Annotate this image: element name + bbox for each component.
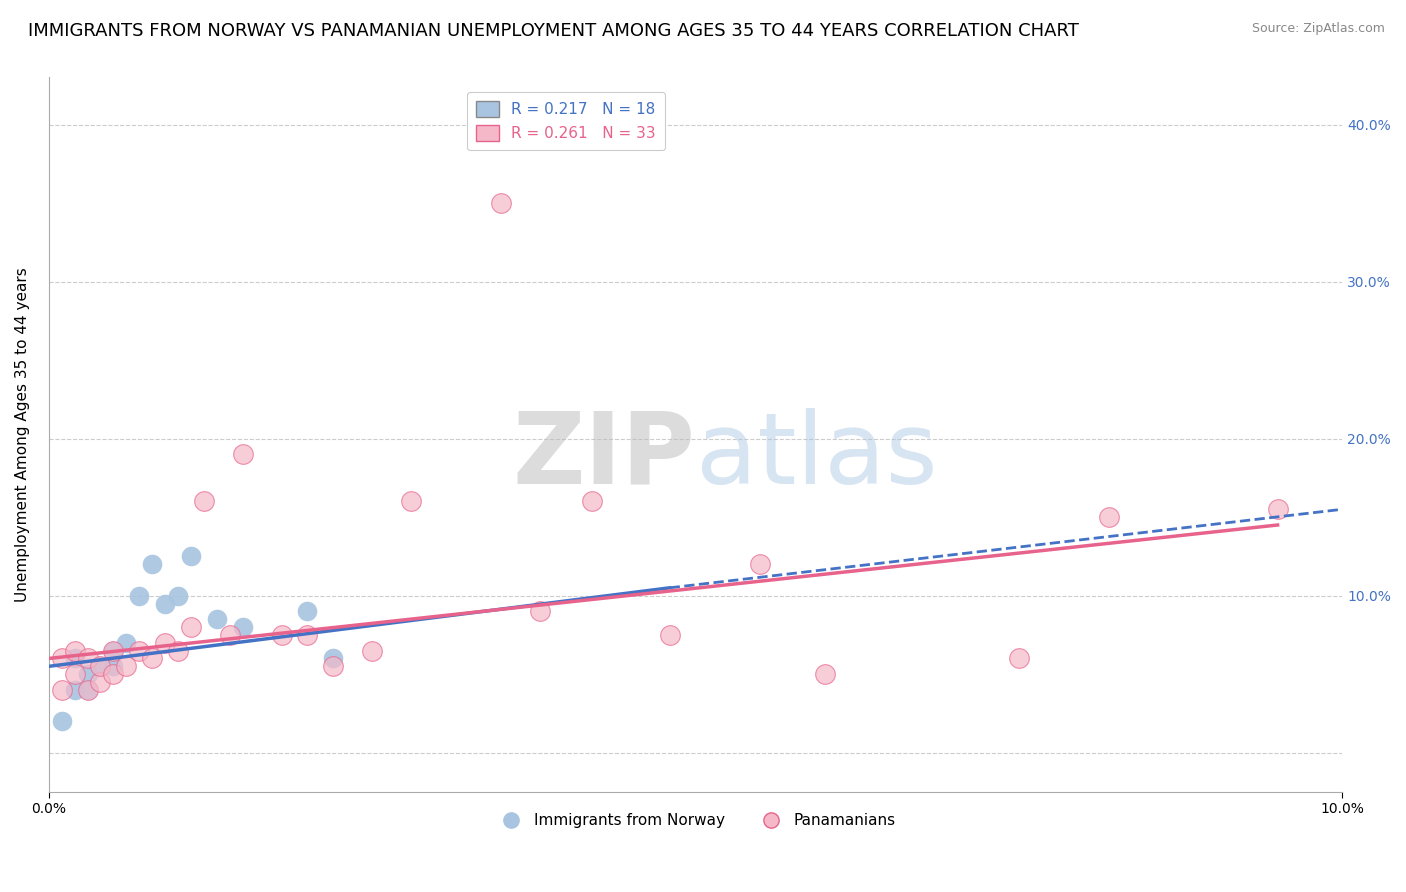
Text: Source: ZipAtlas.com: Source: ZipAtlas.com — [1251, 22, 1385, 36]
Point — [218, 628, 240, 642]
Point — [76, 651, 98, 665]
Point — [89, 675, 111, 690]
Point — [51, 682, 73, 697]
Point — [103, 659, 125, 673]
Point — [63, 682, 86, 697]
Point — [399, 494, 422, 508]
Point — [180, 620, 202, 634]
Point — [491, 196, 513, 211]
Point — [115, 636, 138, 650]
Point — [529, 604, 551, 618]
Point — [322, 659, 344, 673]
Y-axis label: Unemployment Among Ages 35 to 44 years: Unemployment Among Ages 35 to 44 years — [15, 268, 30, 602]
Point — [89, 659, 111, 673]
Point — [232, 447, 254, 461]
Point — [322, 651, 344, 665]
Point — [153, 597, 176, 611]
Point — [193, 494, 215, 508]
Point — [1098, 510, 1121, 524]
Point — [297, 604, 319, 618]
Point — [76, 682, 98, 697]
Point — [297, 628, 319, 642]
Point — [141, 651, 163, 665]
Point — [658, 628, 681, 642]
Point — [128, 643, 150, 657]
Point — [141, 558, 163, 572]
Point — [63, 651, 86, 665]
Point — [205, 612, 228, 626]
Point — [167, 589, 190, 603]
Point — [153, 636, 176, 650]
Point — [814, 667, 837, 681]
Point — [103, 643, 125, 657]
Point — [180, 549, 202, 564]
Point — [115, 659, 138, 673]
Legend: Immigrants from Norway, Panamanians: Immigrants from Norway, Panamanians — [489, 807, 901, 834]
Text: ZIP: ZIP — [513, 408, 696, 505]
Point — [270, 628, 292, 642]
Point — [361, 643, 384, 657]
Text: IMMIGRANTS FROM NORWAY VS PANAMANIAN UNEMPLOYMENT AMONG AGES 35 TO 44 YEARS CORR: IMMIGRANTS FROM NORWAY VS PANAMANIAN UNE… — [28, 22, 1078, 40]
Point — [749, 558, 772, 572]
Text: atlas: atlas — [696, 408, 938, 505]
Point — [63, 667, 86, 681]
Point — [128, 589, 150, 603]
Point — [167, 643, 190, 657]
Point — [89, 659, 111, 673]
Point — [1267, 502, 1289, 516]
Point — [51, 651, 73, 665]
Point — [232, 620, 254, 634]
Point — [581, 494, 603, 508]
Point — [51, 714, 73, 729]
Point — [103, 667, 125, 681]
Point — [76, 682, 98, 697]
Point — [63, 643, 86, 657]
Point — [103, 643, 125, 657]
Point — [1008, 651, 1031, 665]
Point — [76, 667, 98, 681]
